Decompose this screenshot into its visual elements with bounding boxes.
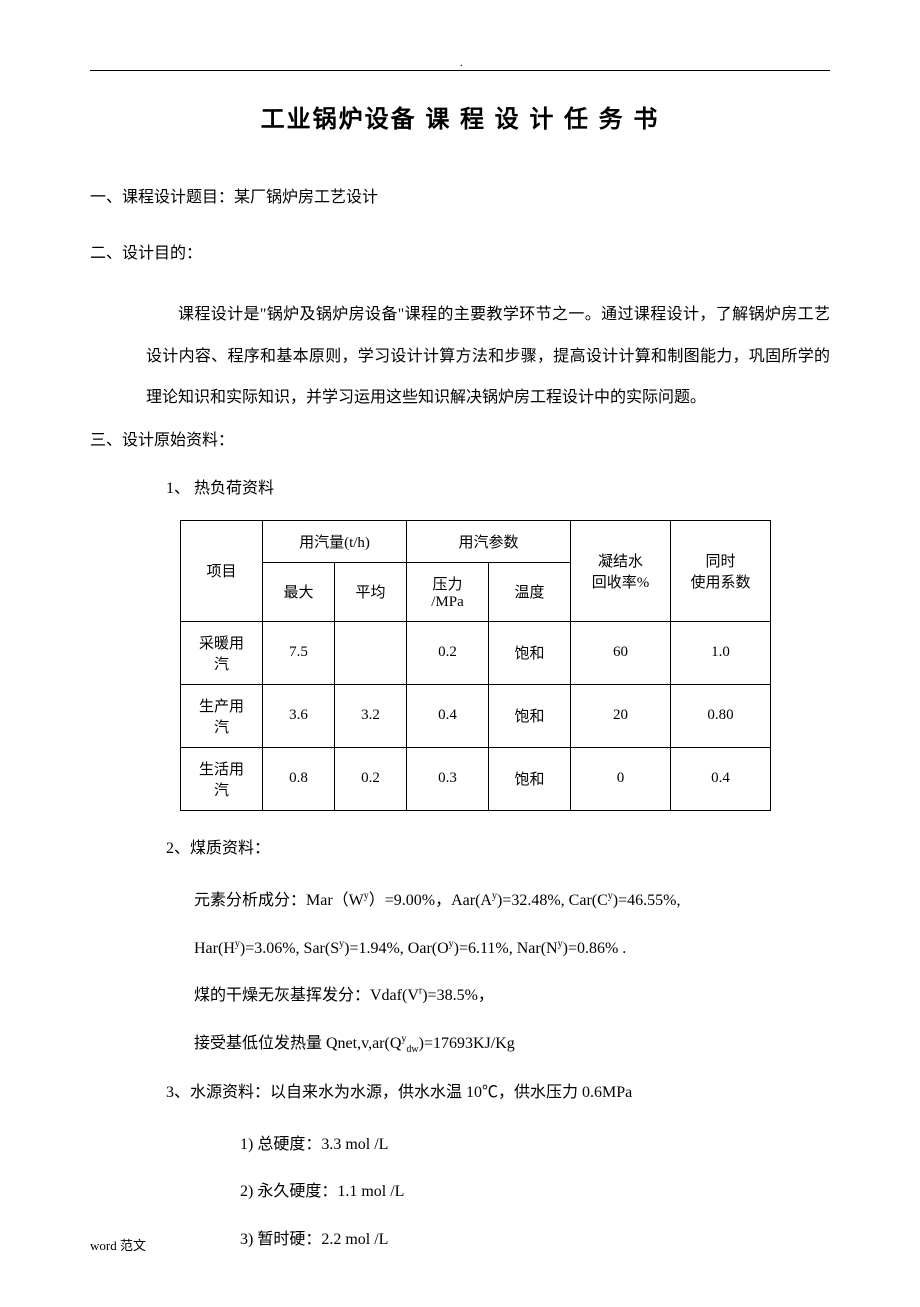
cell-c: 0.4 bbox=[671, 747, 771, 810]
table-row: 生产用汽 3.6 3.2 0.4 饱和 20 0.80 bbox=[181, 684, 771, 747]
th-coeff: 同时 使用系数 bbox=[671, 520, 771, 621]
th-max: 最大 bbox=[263, 562, 335, 621]
cell-avg: 3.2 bbox=[335, 684, 407, 747]
th-steam-amount: 用汽量(t/h) bbox=[263, 520, 407, 562]
cell-name: 采暖用汽 bbox=[181, 621, 263, 684]
section-1-heading: 一、课程设计题目：某厂锅炉房工艺设计 bbox=[90, 182, 830, 214]
th-temp: 温度 bbox=[489, 562, 571, 621]
cell-p: 0.3 bbox=[407, 747, 489, 810]
item-3-sub-1: 1) 总硬度：3.3 mol /L bbox=[240, 1124, 830, 1166]
item-2-line-4: 接受基低位发热量 Qnet,v,ar(Qydw)=17693KJ/Kg bbox=[194, 1023, 830, 1065]
cell-t: 饱和 bbox=[489, 747, 571, 810]
cell-t: 饱和 bbox=[489, 621, 571, 684]
cell-r: 20 bbox=[571, 684, 671, 747]
cell-r: 0 bbox=[571, 747, 671, 810]
item-3-sub-2: 2) 永久硬度：1.1 mol /L bbox=[240, 1171, 830, 1213]
cell-p: 0.2 bbox=[407, 621, 489, 684]
th-pressure: 压力 /MPa bbox=[407, 562, 489, 621]
title-part-2: 课 程 设 计 任 务 书 bbox=[425, 106, 659, 133]
item-3-label: 3、水源资料：以自来水为水源，供水水温 10℃，供水压力 0.6MPa bbox=[166, 1075, 830, 1110]
table-row: 生活用汽 0.8 0.2 0.3 饱和 0 0.4 bbox=[181, 747, 771, 810]
cell-r: 60 bbox=[571, 621, 671, 684]
item-3-sub-3: 3) 暂时硬：2.2 mol /L bbox=[240, 1219, 830, 1261]
cell-max: 7.5 bbox=[263, 621, 335, 684]
table-row: 采暖用汽 7.5 0.2 饱和 60 1.0 bbox=[181, 621, 771, 684]
th-avg: 平均 bbox=[335, 562, 407, 621]
cell-max: 3.6 bbox=[263, 684, 335, 747]
cell-c: 1.0 bbox=[671, 621, 771, 684]
section-2-heading: 二、设计目的： bbox=[90, 238, 830, 270]
item-2-line-1: 元素分析成分：Mar（Wy）=9.00%，Aar(Ay)=32.48%, Car… bbox=[194, 880, 830, 922]
item-2-label: 2、煤质资料： bbox=[166, 831, 830, 866]
th-steam-param: 用汽参数 bbox=[407, 520, 571, 562]
top-horizontal-rule bbox=[90, 70, 830, 71]
th-recovery: 凝结水 回收率% bbox=[571, 520, 671, 621]
item-2-line-3: 煤的干燥无灰基挥发分：Vdaf(Vr)=38.5%， bbox=[194, 975, 830, 1017]
footer-text: word 范文 bbox=[90, 1235, 146, 1254]
cell-c: 0.80 bbox=[671, 684, 771, 747]
cell-name: 生活用汽 bbox=[181, 747, 263, 810]
cell-p: 0.4 bbox=[407, 684, 489, 747]
title-part-1: 工业锅炉设备 bbox=[261, 106, 417, 133]
cell-max: 0.8 bbox=[263, 747, 335, 810]
item-1-label: 1、 热负荷资料 bbox=[166, 471, 830, 506]
item-2-line-2: Har(Hy)=3.06%, Sar(Sy)=1.94%, Oar(Oy)=6.… bbox=[194, 928, 830, 970]
document-title: 工业锅炉设备 课 程 设 计 任 务 书 bbox=[90, 99, 830, 134]
cell-name: 生产用汽 bbox=[181, 684, 263, 747]
cell-avg: 0.2 bbox=[335, 747, 407, 810]
th-project: 项目 bbox=[181, 520, 263, 621]
document-page: 工业锅炉设备 课 程 设 计 任 务 书 一、课程设计题目：某厂锅炉房工艺设计 … bbox=[0, 0, 920, 1307]
section-3-heading: 三、设计原始资料： bbox=[90, 425, 830, 457]
cell-t: 饱和 bbox=[489, 684, 571, 747]
cell-avg bbox=[335, 621, 407, 684]
heat-load-table: 项目 用汽量(t/h) 用汽参数 凝结水 回收率% 同时 使用系数 最大 平均 … bbox=[180, 520, 771, 811]
section-2-body: 课程设计是"锅炉及锅炉房设备"课程的主要教学环节之一。通过课程设计，了解锅炉房工… bbox=[146, 294, 830, 419]
